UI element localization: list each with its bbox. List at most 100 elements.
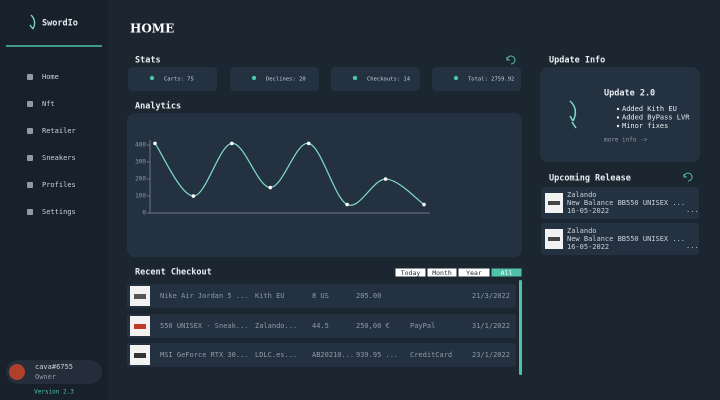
stat-card (331, 67, 420, 91)
update-note: Minor fixes (622, 122, 668, 130)
update-note: Added Kith EU (622, 105, 677, 113)
y-tick-label: 200 (135, 176, 146, 183)
stat-icon (149, 75, 155, 81)
chart: 0 100 200 300 400 (135, 140, 430, 217)
product-image-detail (134, 353, 146, 358)
checkout-row[interactable] (127, 314, 516, 338)
point (191, 194, 196, 198)
checkout-cell: PayPal (410, 322, 435, 330)
stat-card (128, 67, 217, 91)
checkout-cell: 939.95 ... (356, 351, 398, 359)
release-more[interactable]: ... (686, 242, 699, 250)
analytics-title: Analytics (135, 101, 181, 112)
stat-value: Total: 2759.92 (468, 77, 514, 83)
filter-tab[interactable] (457, 267, 491, 278)
upcoming-title: Upcoming Release (549, 173, 631, 184)
point (422, 202, 426, 207)
nav-icon (27, 128, 33, 134)
filter-label[interactable]: Year (466, 269, 482, 277)
nav: Home Nft Retailer Sneakers Profiles Settings (27, 73, 76, 216)
release-card[interactable] (541, 187, 699, 219)
point (383, 177, 388, 181)
point (230, 141, 234, 146)
nav-item[interactable]: Sneakers (42, 154, 76, 162)
nav-item[interactable]: Settings (42, 208, 76, 216)
nav-item[interactable]: Profiles (42, 181, 76, 189)
checkout-cell: Kith EU (255, 292, 285, 300)
bullet (616, 107, 620, 111)
nav-icon (27, 182, 33, 188)
y-tick-label: 0 (142, 210, 146, 217)
nav-icon (27, 74, 33, 80)
user-card[interactable] (6, 360, 102, 384)
stat-icon (352, 75, 358, 81)
stat-value: Declines: 20 (266, 77, 306, 83)
y-tick-label: 300 (135, 159, 146, 166)
filter-label[interactable]: All (501, 269, 513, 277)
refresh-stats[interactable] (506, 55, 516, 65)
filter-label[interactable]: Month (432, 269, 452, 277)
checkout-cell: MSI GeForce RTX 30... (160, 351, 249, 359)
nav-item[interactable]: Home (42, 73, 59, 81)
user-role: Owner (35, 373, 56, 381)
refresh-upcoming[interactable] (683, 172, 693, 182)
logo (29, 14, 36, 30)
checkout-cell: 44.5 (312, 322, 329, 330)
filter-tab[interactable] (426, 267, 458, 278)
checkout-cell: LDLC.es... (255, 351, 297, 359)
line (154, 142, 425, 206)
page-title: HOME (130, 22, 174, 36)
checkout-cell: 205.00 (356, 292, 381, 300)
update-heading: Update 2.0 (604, 89, 655, 99)
checkout-cell: 23/1/2022 (472, 351, 510, 359)
update-note: Added ByPass LVR (622, 114, 690, 122)
filter-label[interactable]: Today (401, 269, 421, 277)
nav-icon (27, 155, 33, 161)
checkout-cell: Zalando... (255, 322, 297, 330)
checkout-rows: Nike Air Jordan 5 ... Kith EU 8 US 205.00 21… (127, 284, 516, 367)
checkout-cell: 550 UNISEX - Sneak... (160, 322, 249, 330)
update-logo (569, 100, 577, 129)
stat-value: Carts: 75 (164, 77, 194, 83)
release-more[interactable]: ... (686, 206, 699, 214)
product-image-detail (134, 324, 146, 329)
stat-card (432, 67, 521, 91)
stat-icon (453, 75, 459, 81)
checkout-row[interactable] (127, 284, 516, 308)
release-store: Zalando (567, 227, 597, 235)
release-image-detail (548, 237, 560, 241)
stat-card (230, 67, 319, 91)
checkout-cell: 8 US (312, 292, 329, 300)
scrollbar[interactable] (519, 280, 522, 375)
filter-tab[interactable] (490, 267, 523, 278)
release-store: Zalando (567, 191, 597, 199)
point (268, 185, 273, 190)
point (345, 202, 349, 207)
update-title: Update Info (549, 56, 605, 66)
version: Version 2.3 (34, 389, 74, 396)
nav-item[interactable]: Nft (42, 100, 55, 108)
analytics-card (127, 113, 522, 257)
filters: Today Month Year All (394, 267, 523, 278)
nav-icon (27, 209, 33, 215)
nav-item[interactable]: Retailer (42, 127, 76, 135)
point (306, 141, 311, 146)
sidebar (0, 0, 108, 400)
y-tick-label: 400 (135, 142, 146, 149)
checkout-row[interactable] (127, 343, 516, 367)
checkout-cell: 250,00 € (356, 322, 390, 330)
avatar (9, 364, 25, 380)
checkout-cell: CreditCard (410, 351, 452, 359)
release-card[interactable] (541, 223, 699, 255)
filter-tab[interactable] (394, 267, 427, 278)
more-info[interactable]: more info -> (604, 137, 648, 144)
bullet (616, 116, 620, 119)
brand: SwordIo (42, 19, 78, 29)
product-image-detail (134, 294, 146, 299)
stats: Carts: 75 Declines: 20 Checkouts: 14 Total:… (128, 67, 521, 91)
release-product: New Balance BB550 UNISEX ... (567, 199, 685, 207)
y-tick-label: 100 (135, 193, 146, 200)
checkout-title: Recent Checkout (135, 268, 212, 278)
checkout-cell: Nike Air Jordan 5 ... (160, 292, 249, 300)
